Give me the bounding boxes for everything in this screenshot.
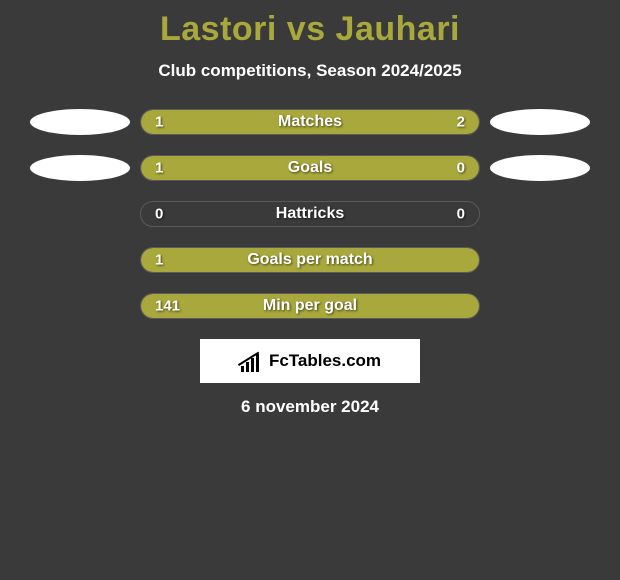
bar-segment-left <box>141 156 411 180</box>
stat-bar: Matches 1 2 <box>140 109 480 135</box>
brand-box[interactable]: FcTables.com <box>200 339 420 383</box>
bar-value-left: 141 <box>155 298 180 315</box>
bar-value-right: 0 <box>457 206 465 223</box>
stat-row: Goals 1 0 <box>0 155 620 181</box>
bar-value-right: 2 <box>457 114 465 131</box>
stat-row: Hattricks 0 0 <box>0 201 620 227</box>
left-badge-wrap <box>20 155 140 181</box>
stat-row: Min per goal 141 <box>0 293 620 319</box>
bar-value-left: 0 <box>155 206 163 223</box>
bar-value-left: 1 <box>155 160 163 177</box>
team-badge-left <box>30 155 130 181</box>
comparison-widget: Lastori vs Jauhari Club competitions, Se… <box>0 0 620 417</box>
team-badge-right <box>490 155 590 181</box>
right-badge-wrap <box>480 155 600 181</box>
date-label: 6 november 2024 <box>0 397 620 417</box>
bar-segment-right <box>411 156 479 180</box>
page-title: Lastori vs Jauhari <box>0 10 620 49</box>
brand-text: FcTables.com <box>269 351 381 371</box>
bar-label: Goals per match <box>247 251 372 269</box>
stat-rows: Matches 1 2 Goals 1 0 Hattricks 0 0 Goals per mat… <box>0 109 620 319</box>
team-badge-left <box>30 109 130 135</box>
stat-bar: Min per goal 141 <box>140 293 480 319</box>
stat-bar: Goals per match 1 <box>140 247 480 273</box>
team-badge-right <box>490 109 590 135</box>
bar-label: Matches <box>278 113 342 131</box>
bar-value-right: 0 <box>457 160 465 177</box>
stat-bar: Goals 1 0 <box>140 155 480 181</box>
stat-row: Goals per match 1 <box>0 247 620 273</box>
stat-row: Matches 1 2 <box>0 109 620 135</box>
bar-label: Hattricks <box>276 205 344 223</box>
right-badge-wrap <box>480 109 600 135</box>
bar-value-left: 1 <box>155 252 163 269</box>
bar-label: Min per goal <box>263 297 357 315</box>
subtitle: Club competitions, Season 2024/2025 <box>0 61 620 81</box>
bar-label: Goals <box>288 159 332 177</box>
bar-value-left: 1 <box>155 114 163 131</box>
barchart-icon <box>239 350 265 372</box>
stat-bar: Hattricks 0 0 <box>140 201 480 227</box>
left-badge-wrap <box>20 109 140 135</box>
